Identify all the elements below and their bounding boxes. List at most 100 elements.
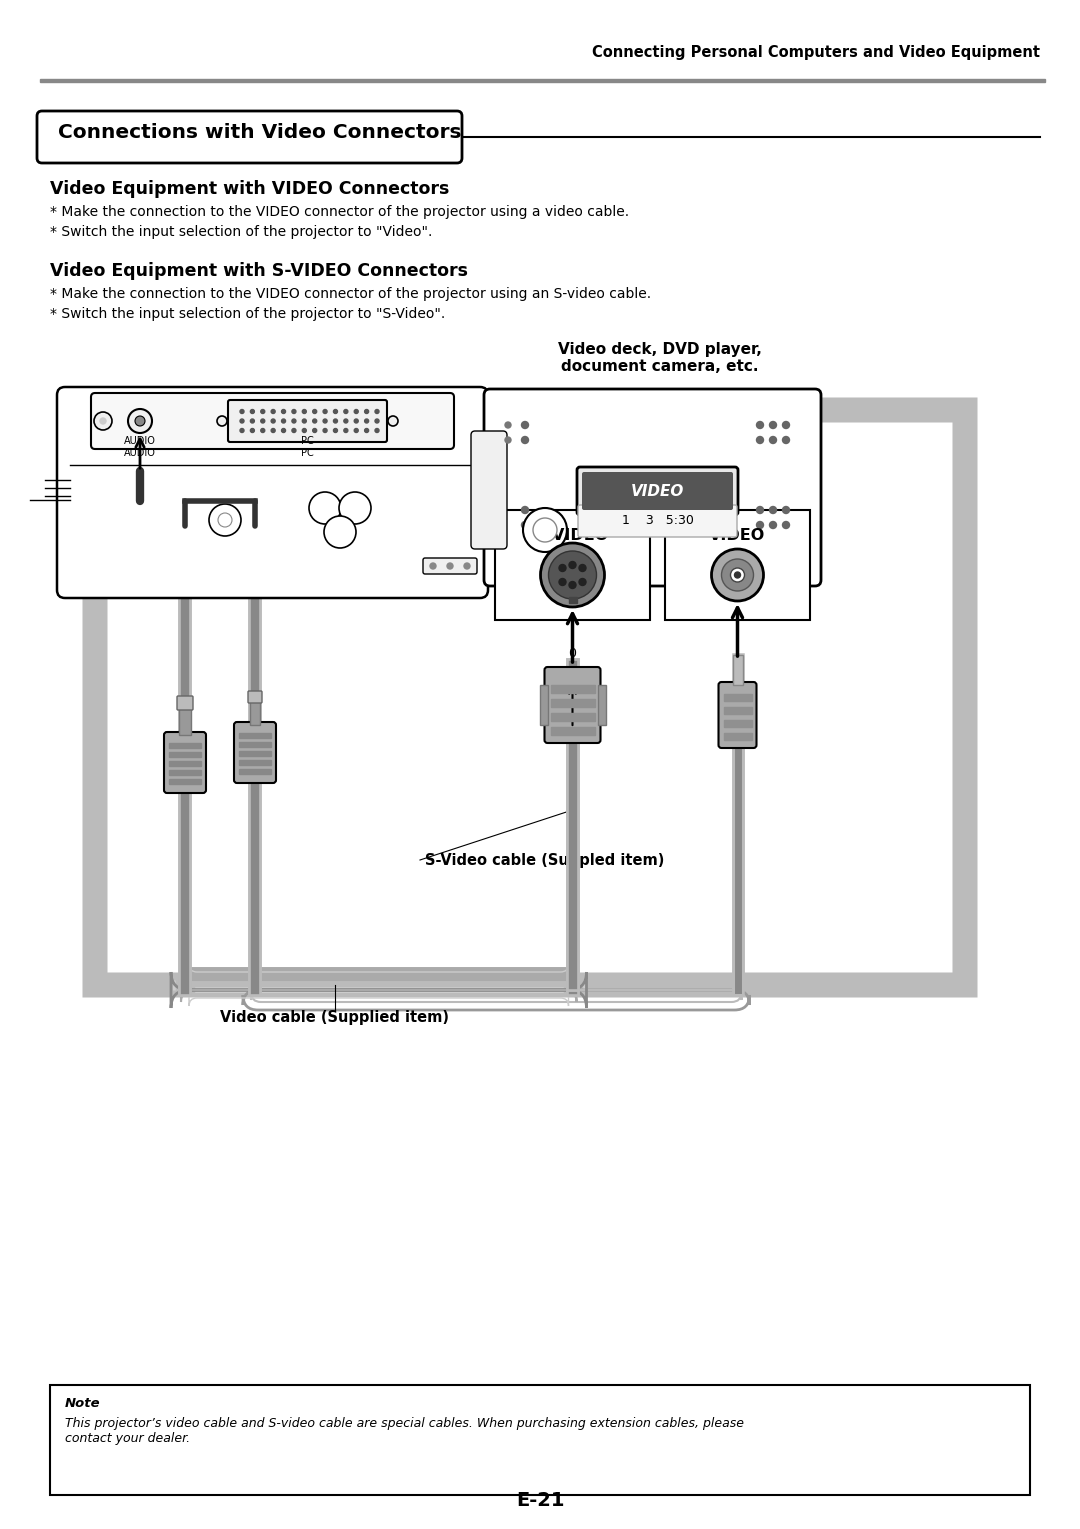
Circle shape [100,417,106,424]
Text: Video Equipment with S-VIDEO Connectors: Video Equipment with S-VIDEO Connectors [50,261,468,280]
Bar [597,685,606,725]
Bar [50,1385,1030,1495]
Circle shape [302,419,307,424]
Text: PC: PC [301,448,314,459]
Text: * Switch the input selection of the projector to "Video".: * Switch the input selection of the proj… [50,225,432,239]
Circle shape [534,518,557,541]
Circle shape [309,492,341,524]
Circle shape [569,561,576,569]
Circle shape [282,410,285,413]
Circle shape [522,436,528,443]
Circle shape [251,428,255,433]
Circle shape [756,436,764,443]
FancyBboxPatch shape [577,466,738,515]
Circle shape [522,506,528,514]
Circle shape [251,410,255,413]
Circle shape [569,581,576,589]
Circle shape [769,436,777,443]
Bar [551,726,594,735]
Circle shape [240,419,244,424]
Text: AUDIO: AUDIO [124,448,156,459]
Circle shape [734,572,741,578]
Text: Video cable (Supplied item): Video cable (Supplied item) [220,1011,449,1024]
Circle shape [783,521,789,529]
Circle shape [339,492,372,524]
Bar [665,511,810,619]
FancyBboxPatch shape [471,431,507,549]
Circle shape [559,564,566,572]
Bar [168,752,201,757]
Circle shape [292,410,296,413]
Bar [724,694,752,700]
Circle shape [210,505,241,537]
Circle shape [756,521,764,529]
Circle shape [447,563,453,569]
Bar [724,706,752,714]
FancyBboxPatch shape [57,387,488,598]
FancyBboxPatch shape [228,401,387,442]
Bar [551,713,594,722]
Text: 0: 0 [568,647,577,661]
Circle shape [271,410,275,413]
Circle shape [375,410,379,413]
Circle shape [559,578,566,586]
Circle shape [282,428,285,433]
Bar [568,596,577,602]
Text: AUDIO: AUDIO [124,436,156,446]
FancyBboxPatch shape [177,696,193,709]
FancyBboxPatch shape [582,472,733,511]
Circle shape [251,419,255,424]
Circle shape [769,506,777,514]
Circle shape [712,549,764,601]
Text: Connecting Personal Computers and Video Equipment: Connecting Personal Computers and Video … [592,44,1040,60]
Bar [168,743,201,748]
Polygon shape [510,508,635,583]
FancyBboxPatch shape [423,558,477,573]
Circle shape [721,560,754,592]
Text: 1    3   5:30: 1 3 5:30 [622,514,693,528]
FancyBboxPatch shape [544,667,600,743]
Circle shape [365,410,368,413]
Circle shape [523,508,567,552]
Circle shape [756,506,764,514]
Circle shape [334,410,337,413]
Circle shape [343,428,348,433]
Bar [239,760,271,764]
Circle shape [334,428,337,433]
Polygon shape [680,508,800,583]
Circle shape [313,410,316,413]
Circle shape [783,422,789,428]
Circle shape [323,419,327,424]
Text: S-VIDEO: S-VIDEO [536,528,609,543]
FancyBboxPatch shape [37,112,462,164]
Circle shape [240,410,244,413]
Bar [551,685,594,693]
Circle shape [292,428,296,433]
Circle shape [260,410,265,413]
Text: VIDEO: VIDEO [710,528,766,543]
Circle shape [334,419,337,424]
Circle shape [430,563,436,569]
Circle shape [313,428,316,433]
FancyBboxPatch shape [484,388,821,586]
FancyBboxPatch shape [164,732,206,794]
Bar [168,771,201,775]
FancyBboxPatch shape [234,722,276,783]
Circle shape [365,419,368,424]
Circle shape [302,410,307,413]
Circle shape [730,567,744,583]
Circle shape [783,506,789,514]
Circle shape [354,428,359,433]
Bar [551,699,594,706]
Bar [239,732,271,739]
Circle shape [354,419,359,424]
Circle shape [271,428,275,433]
Bar [724,732,752,740]
Circle shape [271,419,275,424]
Text: S-Video cable (Suppled item): S-Video cable (Suppled item) [426,853,664,867]
Circle shape [756,422,764,428]
Circle shape [579,564,586,572]
Circle shape [129,408,152,433]
Circle shape [354,410,359,413]
Circle shape [324,515,356,547]
